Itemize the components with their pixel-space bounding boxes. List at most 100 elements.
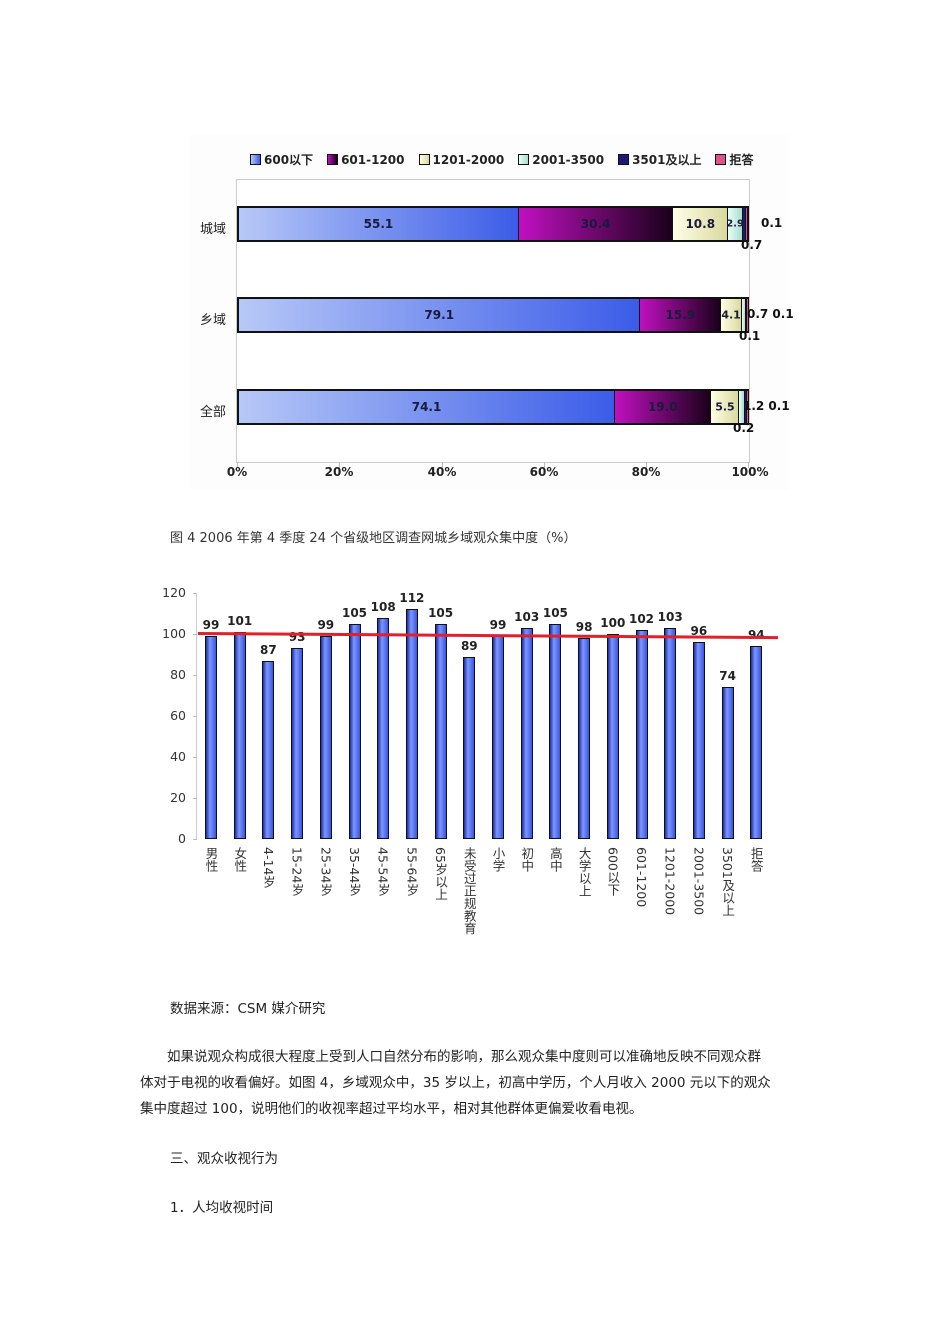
y-tick-label: 100	[162, 626, 186, 641]
bar	[492, 636, 504, 839]
x-category-label: 高中	[547, 847, 563, 872]
bar	[635, 629, 648, 839]
bar	[520, 627, 533, 839]
bar-value-label: 99	[202, 618, 220, 633]
x-tick-label: 40%	[427, 465, 457, 479]
plot-area: 55.1 30.4 10.8 2.9 0.1 0.7 79.1 15.9 4.1…	[236, 179, 794, 468]
bar	[233, 631, 246, 839]
x-category-label: 初中	[519, 847, 535, 872]
axis-tick	[646, 462, 647, 468]
y-tick-label: 0	[178, 831, 186, 846]
y-tick-mark	[193, 716, 197, 717]
bar-segment	[741, 299, 746, 331]
axis-tick	[339, 462, 340, 468]
bar	[405, 609, 418, 839]
x-category-label: 55-64岁	[404, 847, 420, 896]
x-category-label: 大学以上	[576, 847, 592, 897]
x-category-label: 1201-2000	[662, 847, 678, 916]
x-tick-label: 100%	[731, 465, 769, 479]
bar-value-label: 74	[719, 669, 736, 684]
data-label: 0.7 0.1	[747, 307, 794, 321]
bar-value-label: 87	[260, 642, 277, 657]
category-label: 乡域	[200, 313, 227, 328]
bar-segment	[739, 391, 746, 423]
legend-item: 2001-3500	[518, 151, 604, 168]
bar	[377, 617, 390, 839]
x-category-label: 拒答	[748, 847, 764, 872]
bar-value-label: 89	[460, 638, 478, 653]
bar-segment: 2.9	[726, 208, 744, 240]
bar-value-label: 99	[317, 618, 335, 633]
bar-value-label: 103	[657, 609, 683, 624]
legend-swatch-icon	[618, 154, 630, 165]
axis-tick	[237, 462, 238, 468]
bar	[434, 623, 447, 839]
bar-value-label: 112	[399, 591, 425, 606]
bar	[463, 656, 476, 839]
legend-swatch-icon	[715, 154, 727, 165]
body-paragraph: 如果说观众构成很大程度上受到人口自然分布的影响，那么观众集中度则可以准确地反映不…	[140, 1044, 830, 1122]
bar	[578, 638, 591, 839]
bar-segment	[745, 299, 747, 331]
paragraph-line: 集中度超过 100，说明他们的收视率超过平均水平，相对其他群体更偏爱收看电视。	[140, 1101, 643, 1117]
bar-value-label: 105	[341, 605, 368, 620]
stacked-bar-row: 55.1 30.4 10.8 2.9	[237, 206, 749, 242]
bar-value-label: 101	[227, 613, 253, 628]
bar-segment: 30.4	[518, 208, 674, 240]
x-category-label: 3501及以上	[720, 847, 736, 917]
legend-item: 拒答	[715, 151, 753, 168]
y-tick-mark	[193, 634, 197, 635]
bar-value-label: 108	[370, 599, 396, 614]
bar-value-label: 105	[428, 605, 454, 620]
data-label: 0.7	[741, 238, 763, 252]
y-tick-label: 40	[170, 749, 186, 764]
bar-segment: 55.1	[239, 208, 519, 240]
paragraph-line: 体对于电视的收看偏好。如图 4，乡域观众中，35 岁以上，初高中学历，个人月收入…	[140, 1075, 771, 1091]
bar	[549, 623, 562, 839]
legend-item: 601-1200	[327, 151, 405, 168]
x-category-label: 15-24岁	[289, 847, 305, 896]
bar-value-label: 105	[542, 605, 568, 620]
bar	[606, 634, 619, 839]
x-category-label: 男性	[203, 847, 219, 872]
y-tick-mark	[193, 675, 197, 676]
legend-item: 600以下	[250, 151, 313, 168]
x-tick-label: 0%	[226, 465, 248, 479]
bar	[664, 627, 677, 839]
bar-segment: 74.1	[239, 391, 616, 423]
bar-value-label: 103	[514, 609, 540, 624]
legend-item: 3501及以上	[618, 151, 701, 168]
category-label: 全部	[200, 405, 227, 420]
y-tick-mark	[193, 798, 197, 799]
bar	[692, 642, 705, 839]
bar-segment: 19.0	[615, 391, 712, 423]
bar	[750, 646, 763, 839]
x-tick-label: 60%	[529, 465, 559, 479]
chart-legend: 600以下 601-1200 1201-2000 2001-3500 3501及…	[250, 151, 753, 168]
bar-segment	[746, 299, 748, 331]
y-tick-mark	[193, 839, 197, 840]
data-label: 0.1	[761, 216, 783, 230]
y-tick-label: 120	[162, 585, 186, 600]
stacked-bar-chart: 600以下 601-1200 1201-2000 2001-3500 3501及…	[190, 135, 794, 490]
bar-segment	[742, 208, 747, 240]
y-tick-label: 60	[170, 708, 186, 723]
bar-value-label: 102	[628, 611, 655, 626]
x-category-label: 未受过正规教育	[461, 847, 477, 935]
bar	[205, 636, 217, 839]
stacked-bar-row: 74.1 19.0 5.5	[237, 389, 749, 425]
x-category-label: 25-34岁	[318, 847, 334, 896]
bar-segment	[746, 208, 747, 240]
y-tick-mark	[193, 593, 197, 594]
x-category-label: 45-54岁	[375, 847, 391, 896]
data-label: 0.2	[733, 421, 755, 435]
x-category-label: 小学	[490, 847, 506, 872]
bar-segment: 4.1	[721, 299, 742, 331]
vertical-bar-chart: 120 100 80 60 40 20 0 99 男性 101 女性 87 4-14岁 93 15-24岁…	[160, 585, 800, 965]
bar-segment: 5.5	[711, 391, 740, 423]
x-tick-label: 80%	[631, 465, 661, 479]
legend-swatch-icon	[250, 154, 261, 165]
bar	[348, 623, 361, 839]
x-category-label: 4-14岁	[260, 847, 276, 888]
bar-value-label: 99	[489, 618, 507, 633]
